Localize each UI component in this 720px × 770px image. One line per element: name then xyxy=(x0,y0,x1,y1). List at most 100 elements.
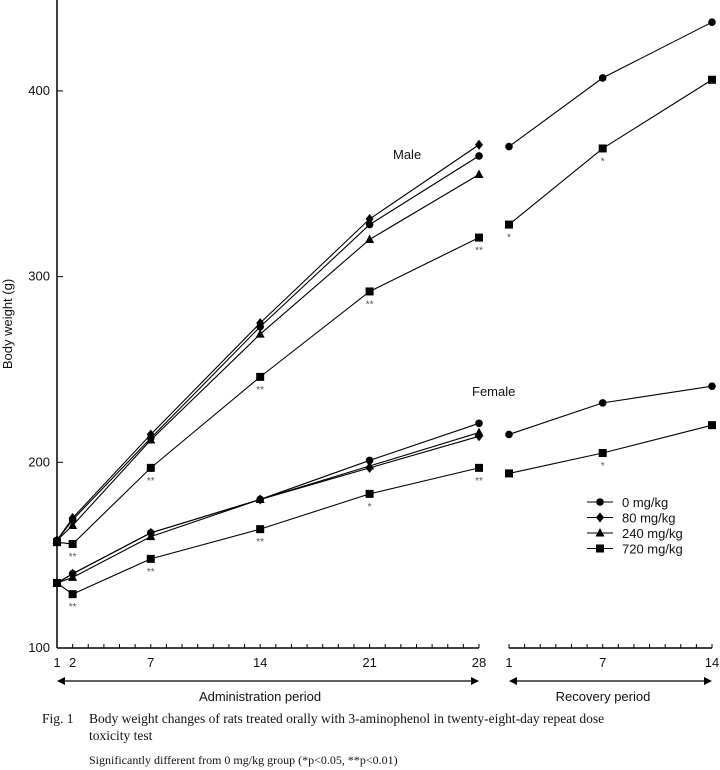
significance-mark: ** xyxy=(256,385,264,396)
caption-line-2: toxicity test xyxy=(89,728,153,743)
male-circle-series-line xyxy=(508,21,713,148)
y-tick-label: 300 xyxy=(28,269,50,284)
female-square-point xyxy=(68,590,77,599)
female-circle-point xyxy=(365,456,374,465)
legend-triangle-icon xyxy=(595,528,605,537)
legend-square-icon xyxy=(596,544,604,553)
male-square-point xyxy=(598,144,607,153)
legend-label: 80 mg/kg xyxy=(622,511,675,526)
legend-label: 240 mg/kg xyxy=(622,526,683,541)
significance-mark: * xyxy=(601,156,605,167)
male-triangle-point xyxy=(255,329,265,338)
legend-diamond-icon xyxy=(596,512,604,523)
y-axis-label: Body weight (g) xyxy=(0,279,15,369)
x-tick-label: 1 xyxy=(505,655,512,670)
female-triangle-point xyxy=(365,461,375,470)
female-square-point xyxy=(475,463,483,472)
male-diamond-point xyxy=(146,429,155,440)
male-triangle-point xyxy=(365,234,375,243)
female-square-point xyxy=(365,489,374,498)
female-triangle-point xyxy=(146,531,156,541)
male-circle-point xyxy=(708,18,716,26)
male-square-point xyxy=(53,538,61,547)
female-circle-series-line xyxy=(56,422,480,584)
male-square-point xyxy=(475,233,483,242)
male-square-point xyxy=(256,372,265,381)
y-tick-label: 100 xyxy=(28,640,50,655)
recovery-period-label: Recovery period xyxy=(556,689,651,704)
male-circle-point xyxy=(505,142,513,151)
legend-circle-icon xyxy=(596,498,604,506)
chart-marks: ********************** xyxy=(52,18,716,613)
male-circle-point xyxy=(475,152,483,160)
significance-mark: ** xyxy=(69,602,77,613)
significance-mark: ** xyxy=(256,537,264,548)
female-square-series-line xyxy=(56,467,480,595)
significance-mark: * xyxy=(507,233,511,244)
legend-label: 720 mg/kg xyxy=(622,542,683,557)
male-triangle-point xyxy=(68,520,78,529)
male-diamond-point xyxy=(256,318,265,329)
x-tick-label: 28 xyxy=(472,655,486,670)
male-group-label: Male xyxy=(393,147,421,162)
female-circle-point xyxy=(598,399,607,407)
male-diamond-point xyxy=(365,214,374,225)
legend-label: 0 mg/kg xyxy=(622,495,668,510)
figure-label: Fig. 1 xyxy=(42,711,74,726)
female-square-point xyxy=(505,469,513,478)
male-diamond-point xyxy=(475,139,483,150)
male-circle-point xyxy=(365,220,374,229)
x-tick-label: 1 xyxy=(53,655,60,670)
male-circle-point xyxy=(598,74,607,82)
male-square-point xyxy=(146,463,155,472)
caption-line-1: Body weight changes of rats treated oral… xyxy=(89,711,604,726)
male-circle-series-line xyxy=(56,155,480,541)
female-triangle-point xyxy=(474,427,484,437)
significance-mark: ** xyxy=(147,476,155,487)
y-tick-label: 400 xyxy=(28,83,50,98)
male-square-series-line xyxy=(508,79,713,226)
female-square-point xyxy=(53,579,61,588)
x-tick-label: 2 xyxy=(69,655,76,670)
female-circle-series-line xyxy=(508,385,713,435)
x-tick-label: 21 xyxy=(362,655,376,670)
male-square-point xyxy=(505,220,513,229)
administration-period-label: Administration period xyxy=(199,689,321,704)
significance-mark: ** xyxy=(366,299,374,310)
female-circle-point xyxy=(475,419,483,428)
significance-note: Significantly different from 0 mg/kg gro… xyxy=(89,753,398,767)
x-tick-label: 7 xyxy=(147,655,154,670)
arrow-head-left xyxy=(509,677,517,685)
x-tick-label: 14 xyxy=(705,655,719,670)
female-circle-point xyxy=(708,382,716,390)
female-square-point xyxy=(598,449,607,458)
arrow-head-left xyxy=(57,677,65,685)
arrow-head-right xyxy=(704,677,712,685)
female-circle-point xyxy=(505,430,513,439)
male-square-point xyxy=(68,540,77,549)
significance-mark: ** xyxy=(475,476,483,487)
female-group-label: Female xyxy=(472,384,515,399)
significance-mark: * xyxy=(368,502,372,513)
x-tick-label: 14 xyxy=(253,655,267,670)
x-tick-label: 7 xyxy=(599,655,606,670)
male-square-point xyxy=(708,75,716,84)
female-square-point xyxy=(708,421,716,430)
significance-mark: ** xyxy=(147,567,155,578)
male-triangle-point xyxy=(146,435,156,444)
significance-mark: ** xyxy=(475,246,483,257)
female-triangle-series-line xyxy=(56,432,480,584)
female-diamond-series-line xyxy=(56,435,480,584)
male-triangle-series-line xyxy=(56,173,480,541)
female-square-point xyxy=(146,554,155,563)
female-square-series-line xyxy=(508,424,713,474)
female-triangle-point xyxy=(255,494,265,503)
male-diamond-point xyxy=(68,513,77,524)
male-triangle-point xyxy=(474,169,484,178)
significance-mark: ** xyxy=(69,552,77,563)
significance-mark: * xyxy=(601,461,605,472)
arrow-head-right xyxy=(471,677,479,685)
